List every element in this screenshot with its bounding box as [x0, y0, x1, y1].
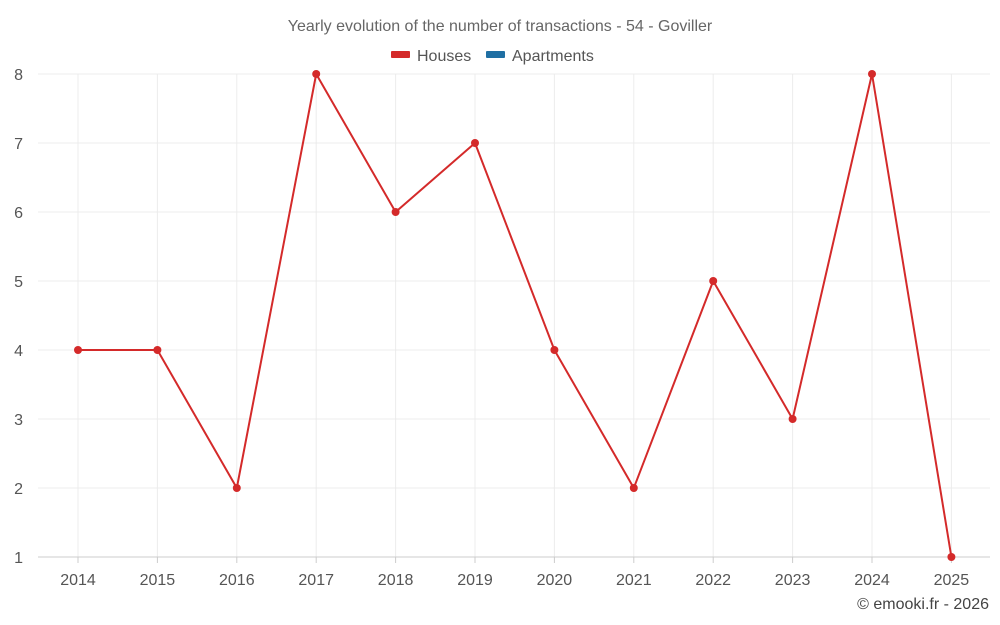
data-point[interactable]	[550, 346, 559, 354]
x-tick-label: 2022	[695, 572, 731, 589]
x-tick-label: 2017	[298, 572, 334, 589]
y-tick-label: 5	[14, 274, 23, 291]
data-point[interactable]	[788, 415, 797, 423]
y-tick-label: 4	[14, 343, 23, 360]
data-point[interactable]	[391, 208, 400, 216]
x-tick-label: 2025	[934, 572, 970, 589]
chart-title: Yearly evolution of the number of transa…	[288, 18, 713, 35]
y-tick-label: 1	[14, 550, 23, 567]
y-tick-label: 6	[14, 205, 23, 222]
legend-label-apartments: Apartments	[512, 48, 594, 65]
x-tick-label: 2020	[537, 572, 573, 589]
legend[interactable]: Houses Apartments	[391, 48, 594, 65]
credit-text: © emooki.fr - 2026	[857, 596, 989, 613]
data-point[interactable]	[868, 70, 876, 78]
x-tick-label: 2023	[775, 572, 811, 589]
data-point[interactable]	[74, 346, 82, 354]
x-tick-label: 2019	[457, 572, 493, 589]
data-point[interactable]	[471, 139, 479, 147]
data-point[interactable]	[312, 70, 321, 78]
y-tick-label: 8	[14, 67, 23, 84]
x-tick-label: 2016	[219, 572, 255, 589]
legend-item-houses[interactable]: Houses	[391, 48, 471, 65]
y-tick-label: 7	[14, 136, 23, 153]
x-tick-label: 2014	[60, 572, 96, 589]
data-point[interactable]	[153, 346, 162, 354]
legend-item-apartments[interactable]: Apartments	[486, 48, 594, 65]
legend-swatch-houses	[391, 51, 410, 58]
y-tick-label: 2	[14, 481, 23, 498]
grid-layer	[38, 73, 990, 557]
x-tick-label: 2021	[616, 572, 652, 589]
data-point[interactable]	[232, 484, 241, 492]
legend-swatch-apartments	[486, 51, 505, 58]
data-point[interactable]	[947, 553, 956, 561]
x-tick-label: 2015	[140, 572, 176, 589]
y-tick-label: 3	[14, 412, 23, 429]
series-line-houses	[78, 73, 953, 558]
legend-label-houses: Houses	[417, 48, 471, 65]
x-tick-label: 2024	[854, 572, 890, 589]
axis-layer: 1 2 3 4 5 6 7 8 2014 2015 2016 2017 2018 2019 2020 2021…	[14, 67, 990, 589]
x-tick-label: 2018	[378, 572, 414, 589]
series-layer	[74, 70, 956, 561]
data-point[interactable]	[709, 277, 718, 285]
data-point[interactable]	[629, 484, 638, 492]
